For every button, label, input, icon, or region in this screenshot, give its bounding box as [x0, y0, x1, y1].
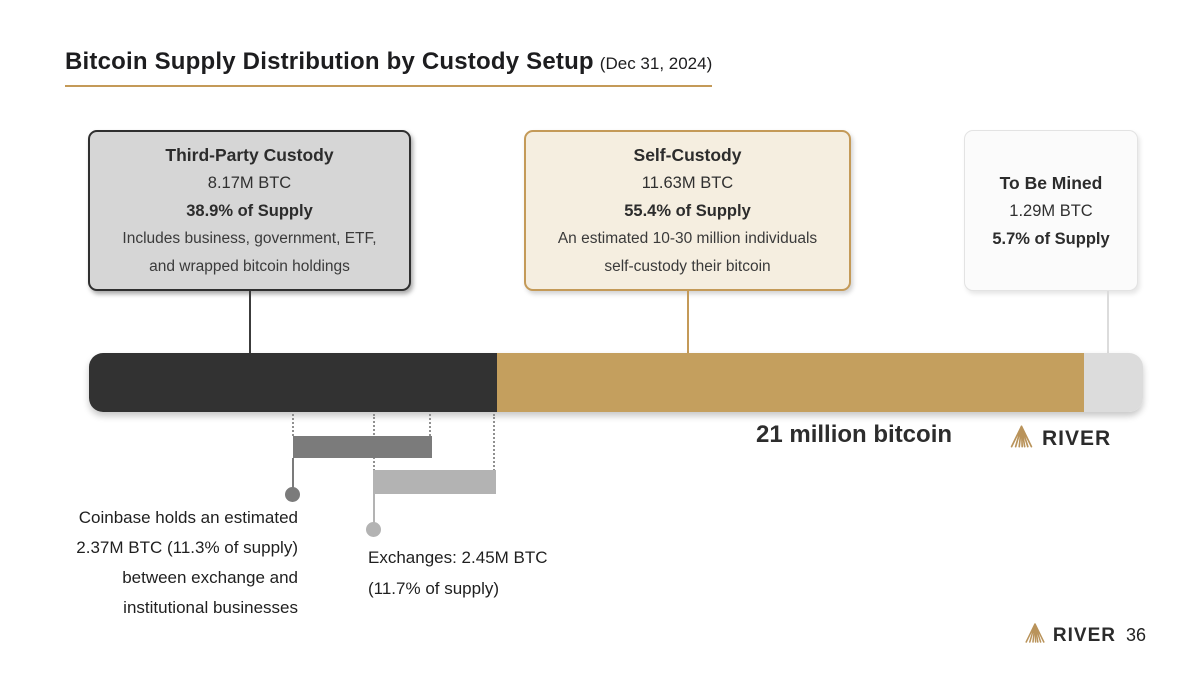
subbar-coinbase [293, 436, 432, 458]
annotation-line: between exchange and [122, 568, 298, 587]
subbar-exchanges [373, 470, 496, 494]
bar-segment-to-be-mined [1084, 353, 1143, 412]
card-to-be-mined: To Be Mined 1.29M BTC 5.7% of Supply [964, 130, 1138, 291]
connector-to-be-mined [1107, 291, 1109, 353]
page-number: 36 [1125, 625, 1146, 645]
card-description-line2: and wrapped bitcoin holdings [149, 257, 350, 275]
card-btc-amount: 8.17M BTC [207, 173, 292, 192]
total-supply-label: 21 million bitcoin [756, 421, 953, 448]
card-description-line1: An estimated 10-30 million individuals [557, 229, 818, 247]
dashed-guide-line [292, 414, 294, 436]
leader-line-coinbase [292, 458, 294, 489]
card-title: Third-Party Custody [165, 144, 334, 165]
connector-self-custody [687, 291, 689, 353]
supply-bar [89, 353, 1143, 412]
leader-dot-exchanges [366, 522, 381, 537]
river-wordmark: RIVER [1042, 427, 1112, 450]
bar-segment-third-party [89, 353, 497, 412]
river-footer-logo: RIVER 36 [1023, 621, 1146, 650]
river-mountain-icon [1023, 621, 1047, 650]
annotation-exchanges: Exchanges: 2.45M BTC (11.7% of supply) [368, 542, 628, 604]
leader-line-exchanges [373, 494, 375, 524]
card-description-line1: Includes business, government, ETF, [122, 229, 377, 247]
bar-segment-self-custody [497, 353, 1084, 412]
dashed-guide-line [429, 414, 431, 436]
card-self-custody: Self-Custody 11.63M BTC 55.4% of Supply … [524, 130, 851, 291]
river-logo: RIVER [1008, 423, 1111, 455]
annotation-line: 2.37M BTC (11.3% of supply) [76, 538, 298, 557]
annotation-line: Exchanges: 2.45M BTC [368, 548, 548, 567]
leader-dot-coinbase [285, 487, 300, 502]
annotation-line: (11.7% of supply) [368, 579, 500, 598]
river-wordmark: RIVER [1052, 624, 1116, 646]
card-supply-pct: 38.9% of Supply [186, 201, 313, 220]
card-third-party-custody: Third-Party Custody 8.17M BTC 38.9% of S… [88, 130, 411, 291]
annotation-coinbase: Coinbase holds an estimated 2.37M BTC (1… [28, 503, 298, 623]
annotation-line: institutional businesses [123, 598, 298, 617]
card-title: Self-Custody [633, 144, 742, 165]
annotation-line: Coinbase holds an estimated [78, 508, 298, 527]
page-title-date: (Dec 31, 2024) [599, 54, 713, 73]
river-mountain-icon [1008, 423, 1035, 455]
card-supply-pct: 5.7% of Supply [992, 229, 1110, 248]
card-title: To Be Mined [999, 172, 1103, 193]
card-btc-amount: 1.29M BTC [1009, 201, 1093, 220]
page-title-text: Bitcoin Supply Distribution by Custody S… [65, 48, 594, 75]
card-description-line2: self-custody their bitcoin [604, 257, 771, 275]
dashed-guide-line [493, 414, 495, 471]
card-btc-amount: 11.63M BTC [641, 173, 734, 192]
connector-third-party [249, 291, 251, 353]
card-supply-pct: 55.4% of Supply [624, 201, 751, 220]
page-title: Bitcoin Supply Distribution by Custody S… [65, 48, 713, 87]
